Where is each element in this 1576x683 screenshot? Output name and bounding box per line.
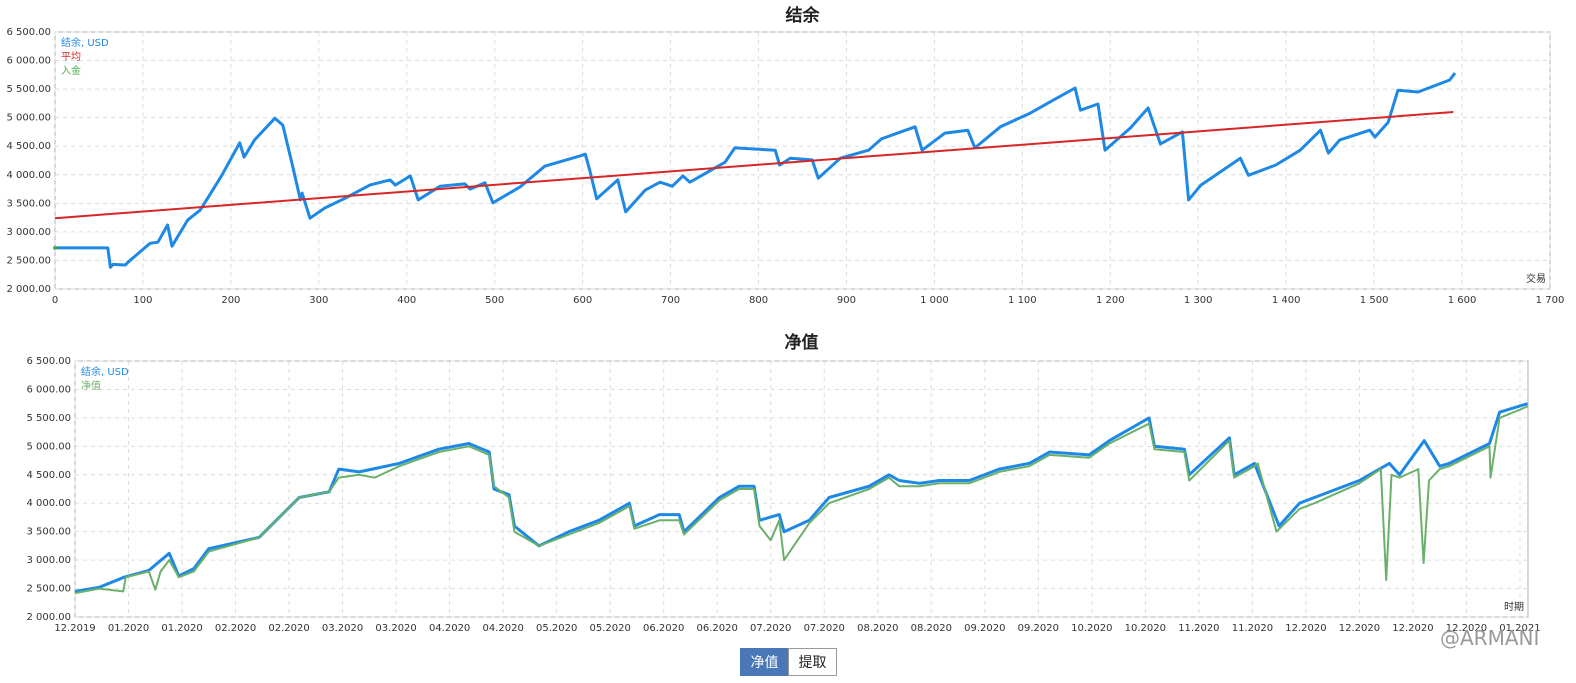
x-tick-label: 1 000 [920,295,949,306]
point [53,245,57,250]
x-tick-label: 07.2020 [750,623,791,634]
y-tick-label: 6 500.00 [26,356,71,367]
x-tick-label: 09.2020 [964,623,1005,634]
y-tick-label: 5 500.00 [6,84,51,95]
chart-title: 净值 [785,332,819,353]
y-tick-label: 4 000.00 [26,498,71,509]
x-tick-label: 03.2020 [375,623,416,634]
x-tick-label: 12.2020 [1285,623,1326,634]
y-tick-label: 6 500.00 [6,27,51,38]
y-tick-label: 2 000.00 [26,612,71,623]
x-tick-label: 08.2020 [911,623,952,634]
x-tick-label: 01.2021 [1499,623,1540,634]
x-tick-label: 100 [133,295,152,306]
plot-area [74,360,1529,618]
x-tick-label: 02.2020 [268,623,309,634]
x-tick-label: 10.2020 [1071,623,1112,634]
x-tick-label: 12.2020 [1339,623,1380,634]
legend-entry: 结余, USD [61,36,109,49]
x-tick-label: 11.2020 [1232,623,1273,634]
x-tick-label: 09.2020 [1018,623,1059,634]
x-axis-label: 交易 [1526,272,1546,285]
x-tick-label: 06.2020 [697,623,738,634]
tab-withdraw[interactable]: 提取 [788,648,837,676]
x-tick-label: 05.2020 [589,623,630,634]
x-tick-label: 05.2020 [536,623,577,634]
line [54,111,1454,220]
x-tick-label: 06.2020 [643,623,684,634]
y-tick-label: 3 000.00 [26,555,71,566]
y-tick-label: 5 000.00 [6,113,51,124]
y-tick-label: 6 000.00 [26,384,71,395]
x-tick-label: 04.2020 [429,623,470,634]
x-tick-label: 08.2020 [857,623,898,634]
x-tick-label: 500 [485,295,504,306]
x-tick-label: 04.2020 [482,623,523,634]
x-tick-label: 12.2020 [1446,623,1487,634]
y-tick-label: 6 000.00 [6,56,51,67]
y-tick-label: 5 500.00 [26,413,71,424]
y-tick-label: 2 000.00 [6,284,51,295]
y-tick-label: 3 500.00 [26,527,71,538]
y-tick-label: 5 000.00 [26,441,71,452]
x-tick-label: 07.2020 [804,623,845,634]
line [74,402,1528,593]
x-tick-label: 01.2020 [161,623,202,634]
x-tick-label: 900 [837,295,856,306]
x-tick-label: 1 100 [1008,295,1037,306]
x-tick-label: 01.2020 [108,623,149,634]
legend-entry: 结余, USD [81,365,129,378]
x-tick-label: 10.2020 [1125,623,1166,634]
x-tick-label: 200 [221,295,240,306]
y-tick-label: 3 000.00 [6,227,51,238]
x-tick-label: 1 500 [1360,295,1389,306]
x-tick-label: 700 [661,295,680,306]
x-tick-label: 11.2020 [1178,623,1219,634]
legend-entry: 平均 [61,51,81,63]
x-tick-label: 12.2019 [54,623,95,634]
x-tick-label: 03.2020 [322,623,363,634]
chart-title: 结余 [786,5,821,26]
y-tick-label: 2 500.00 [6,255,51,266]
line [74,405,1528,595]
legend-entry: 净值 [81,379,101,392]
y-tick-label: 2 500.00 [26,584,71,595]
x-tick-label: 400 [397,295,416,306]
x-tick-label: 1 600 [1448,295,1477,306]
tab-equity[interactable]: 净值 [740,648,789,676]
x-tick-label: 1 200 [1096,295,1125,306]
x-tick-label: 0 [52,295,58,306]
charts: 结余 2 000.00 2 500.00 3 000.00 3 500.00 4 000.… [6,5,1565,634]
legend-entry: 入金 [61,64,81,77]
y-tick-label: 4 500.00 [6,141,51,152]
x-axis-label: 时期 [1504,601,1524,613]
x-tick-label: 1 400 [1272,295,1301,306]
line [55,72,1457,269]
x-tick-label: 02.2020 [215,623,256,634]
watermark: @ARMANI [1440,626,1540,650]
y-tick-label: 3 500.00 [6,198,51,209]
x-tick-label: 1 700 [1536,295,1565,306]
x-tick-label: 600 [573,295,592,306]
x-tick-label: 300 [309,295,328,306]
y-tick-label: 4 000.00 [6,170,51,181]
y-tick-label: 4 500.00 [26,470,71,481]
x-tick-label: 800 [749,295,768,306]
x-tick-label: 12.2020 [1392,623,1433,634]
x-tick-label: 1 300 [1184,295,1213,306]
